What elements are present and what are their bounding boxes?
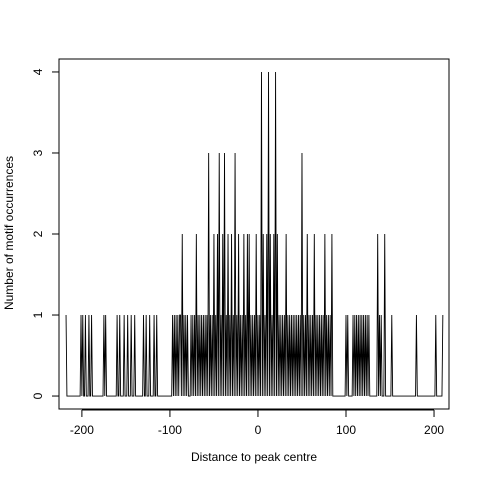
- y-tick-label: 3: [31, 149, 45, 156]
- x-tick-label: 100: [336, 423, 356, 437]
- x-tick-label: -200: [70, 423, 94, 437]
- x-axis: -200 -100 0 100 200: [70, 409, 444, 437]
- y-tick-label: 4: [31, 68, 45, 75]
- x-axis-label: Distance to peak centre: [191, 450, 317, 464]
- y-axis-label: Number of motif occurrences: [2, 156, 16, 310]
- y-tick-label: 0: [31, 392, 45, 399]
- series: [65, 71, 444, 397]
- x-tick-label: -100: [158, 423, 182, 437]
- x-tick-label: 0: [255, 423, 262, 437]
- y-tick-label: 1: [31, 311, 45, 318]
- y-tick-label: 2: [31, 230, 45, 237]
- y-axis: 0 1 2 3 4: [31, 68, 60, 399]
- series-line: [65, 71, 444, 397]
- x-tick-label: 200: [424, 423, 444, 437]
